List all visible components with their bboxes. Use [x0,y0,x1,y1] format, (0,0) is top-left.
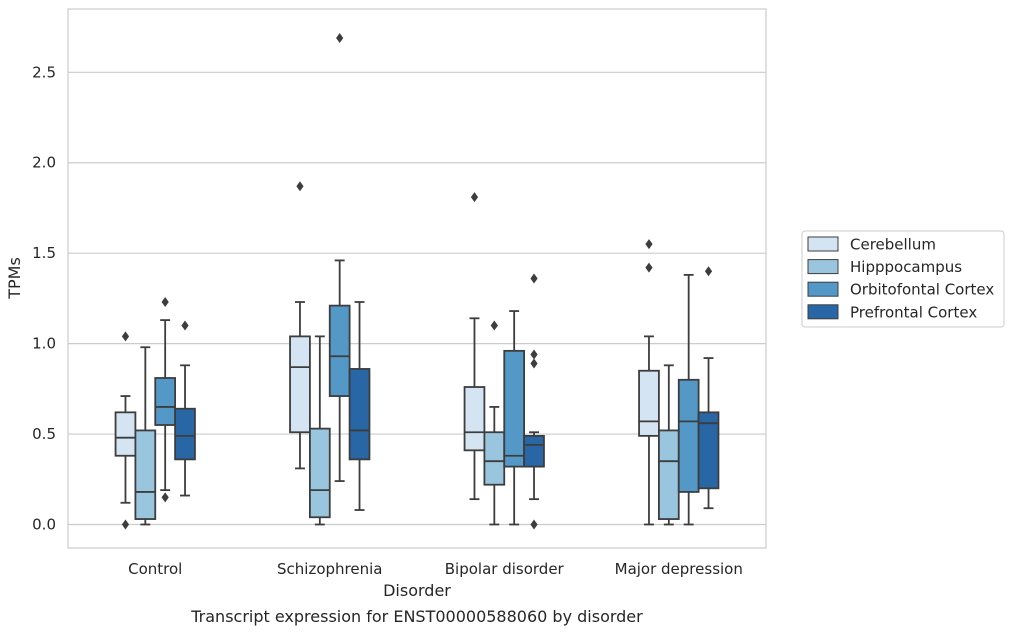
outlier-point [336,32,344,43]
box [483,320,506,526]
box [348,301,371,511]
x-tick-label: Schizophrenia [277,560,382,578]
outlier-point [161,297,169,308]
outlier-point [530,273,538,284]
y-tick-label: 1.0 [32,335,56,353]
outlier-point [181,320,189,331]
outlier-point [530,358,538,369]
y-tick-label: 0.5 [32,425,56,443]
plot-frame [67,8,767,549]
legend-label: Hipppocampus [850,258,962,276]
box-body [697,411,720,490]
box [697,266,720,510]
box-series [114,32,720,530]
box [174,320,196,497]
y-tick-label: 2.0 [32,154,56,172]
box [638,239,660,526]
box-body [348,368,371,461]
box [328,32,351,482]
box [658,364,680,526]
legend-swatch [807,281,839,297]
outlier-point [645,239,653,250]
box-body [328,304,351,397]
box-body [134,429,157,520]
box [154,297,176,503]
legend-label: Prefrontal Cortex [850,303,977,321]
box-body [289,335,311,434]
x-axis-ticks: Control Schizophrenia Bipolar disorder Majo… [128,560,743,578]
box-body [483,431,506,486]
outlier-point [530,349,538,360]
box-body [309,427,331,519]
y-axis-ticks: 0.0 0.5 1.0 1.5 2.0 2.5 [32,63,56,533]
outlier-point [121,519,130,530]
y-tick-label: 0.0 [32,515,56,533]
outlier-point [704,266,713,277]
box-body [174,407,196,461]
y-tick-label: 2.5 [32,63,56,81]
box [309,335,331,526]
box [289,181,311,470]
box [503,310,525,526]
box-body [154,377,176,426]
box-body [677,378,700,493]
legend-swatch [807,304,839,320]
x-tick-label: Bipolar disorder [445,560,565,578]
legend-swatch [807,259,839,275]
box [134,346,157,526]
box [463,192,486,501]
chart-caption: Transcript expression for ENST0000058806… [190,607,643,626]
legend-frame [801,230,1005,328]
x-tick-label: Control [128,560,182,578]
outlier-point [470,192,479,203]
outlier-point [296,181,304,192]
box-body [503,349,525,468]
box-body [523,434,545,468]
outlier-point [121,331,130,342]
legend: Cerebellum Hipppocampus Orbitofontal Corte… [801,230,1005,328]
box-body [114,411,137,457]
x-tick-label: Major depression [615,560,743,578]
box-body [638,369,660,437]
legend-label: Cerebellum [850,236,936,254]
outlier-point [530,519,538,530]
outlier-point [490,320,498,331]
box-body [658,429,680,520]
legend-swatch [807,236,839,252]
legend-label: Orbitofontal Cortex [850,281,994,299]
y-axis-label: TPMs [5,257,24,300]
box [523,273,545,530]
outlier-point [645,262,653,273]
outlier-point [161,492,169,503]
y-tick-label: 1.5 [32,244,56,262]
x-axis-label: Disorder [383,581,451,600]
box-body [463,386,486,452]
box [114,331,137,530]
